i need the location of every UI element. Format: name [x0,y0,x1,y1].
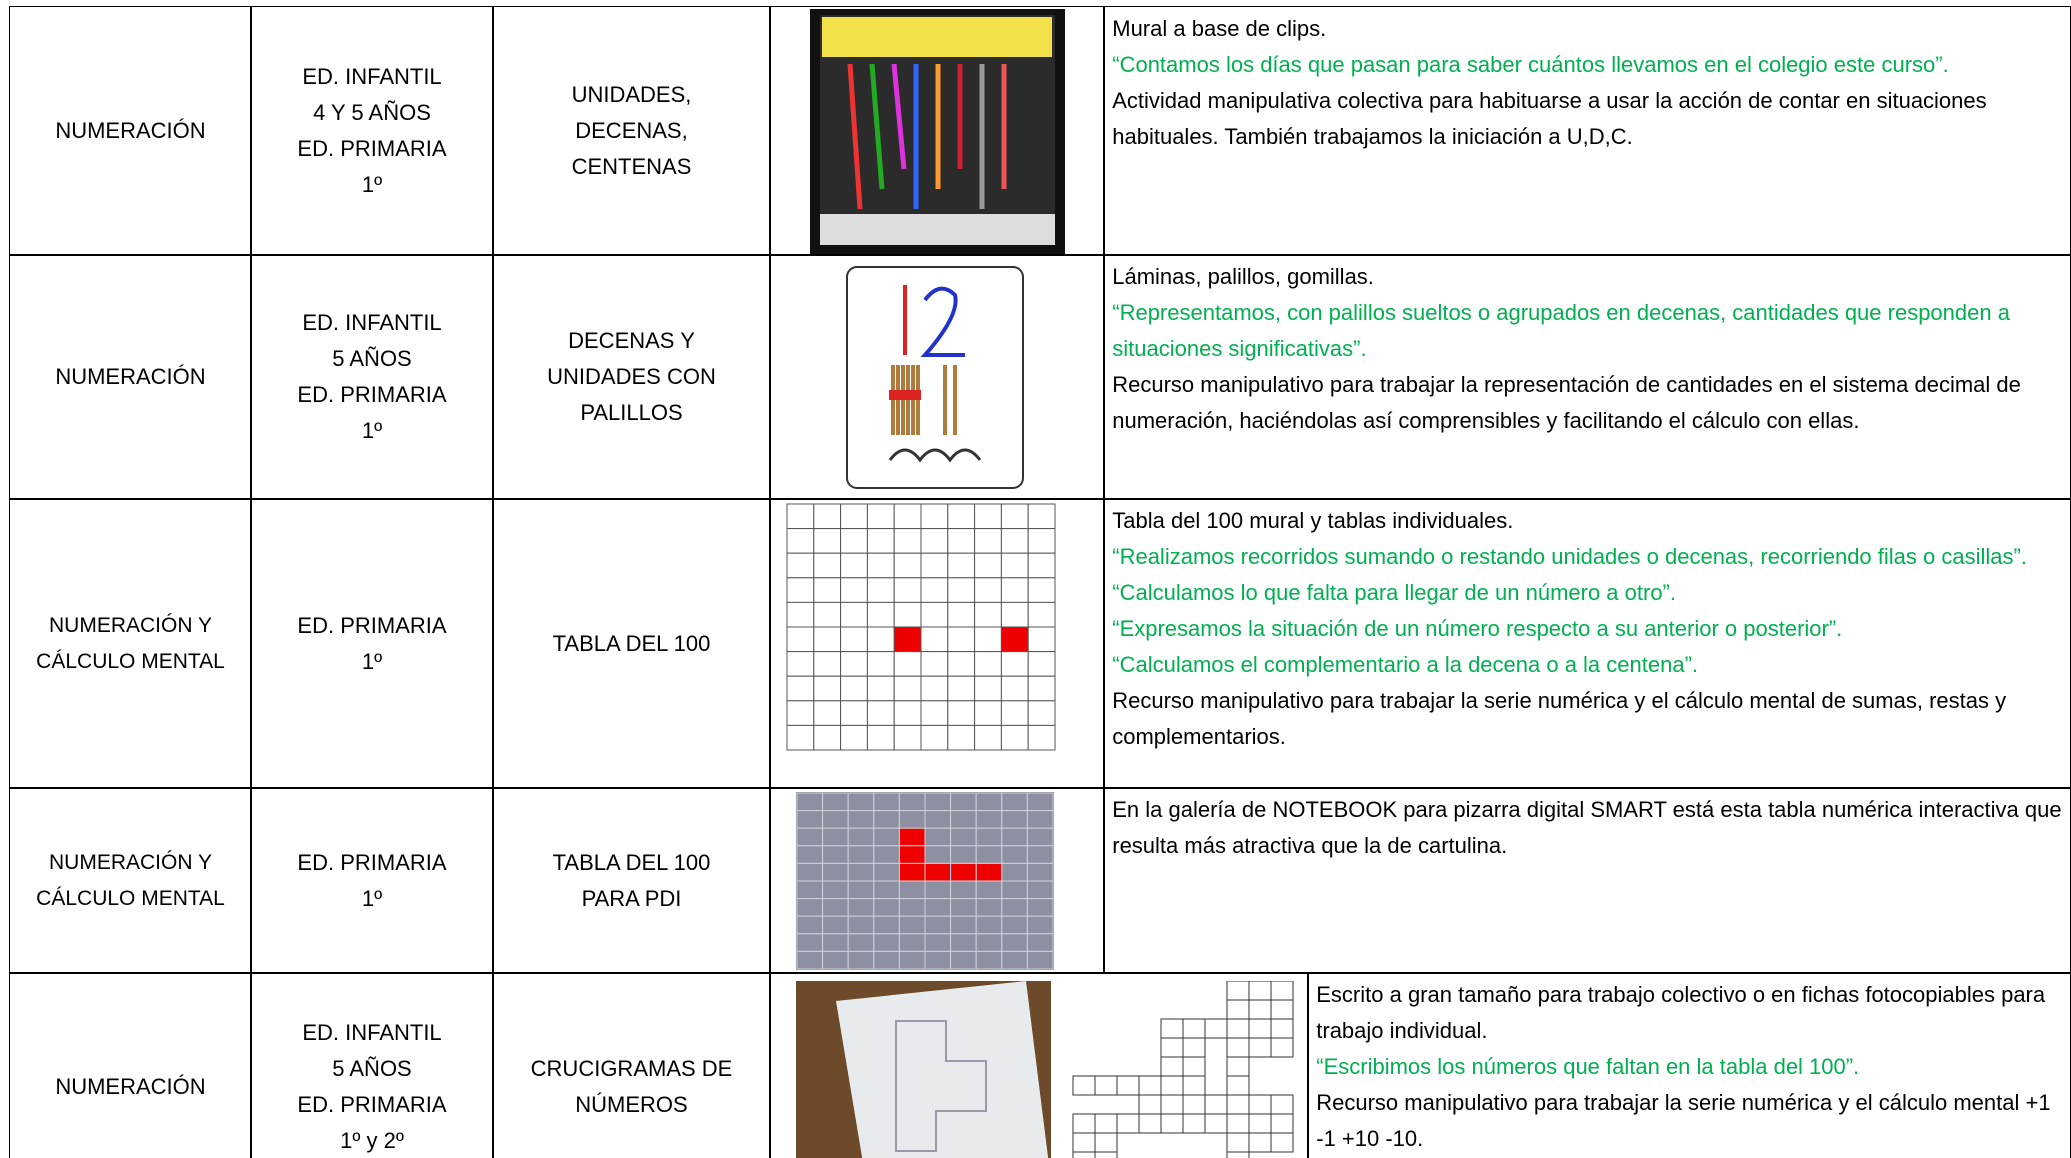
image-cell [769,787,1105,974]
cell-line: TABLA DEL 100 [552,630,711,656]
image-cell [769,254,1105,500]
topic-cell: NUMERACIÓN [9,254,252,500]
description-text: Actividad manipulativa colectiva para ha… [1112,88,1987,150]
description-cell: En la galería de NOTEBOOK para pizarra d… [1103,787,2071,974]
cell-line: DECENAS Y [568,328,695,353]
description-text: “Expresamos la situación de un número re… [1112,616,1843,642]
cell-line: CÁLCULO MENTAL [36,649,225,673]
level-cell: ED. PRIMARIA 1º [250,787,494,974]
picture [810,9,1066,255]
content-cell: CRUCIGRAMAS DE NÚMEROS [492,972,771,1158]
description-text: Recurso manipulativo para trabajar la se… [1112,688,2007,750]
level-cell: ED. PRIMARIA 1º [250,498,494,789]
content-cell: TABLA DEL 100 PARA PDI [492,787,771,974]
cell-line: 1º y 2º [340,1127,404,1153]
picture [786,503,1056,751]
cell-line: TABLA DEL 100 [552,849,711,875]
cell-line: ED. PRIMARIA [297,612,447,638]
cell-line: ED. PRIMARIA [297,382,447,407]
picture [796,981,1294,1158]
description-text: “Representamos, con palillos sueltos o a… [1112,300,2010,362]
description-text: Escrito a gran tamaño para trabajo colec… [1316,982,2046,1044]
content-cell: UNIDADES, DECENAS, CENTENAS [492,6,771,256]
level-cell: ED. INFANTIL 5 AÑOS ED. PRIMARIA 1º [250,254,494,500]
cell-line: CÁLCULO MENTAL [36,886,225,910]
description-cell: Láminas, palillos, gomillas. “Representam… [1103,254,2071,500]
cell-line: CRUCIGRAMAS DE [530,1055,733,1081]
cell-line: NUMERACIÓN [55,118,206,143]
cell-line: ED. PRIMARIA [297,1091,447,1117]
cell-line: 1º [361,648,383,674]
cell-line: NUMERACIÓN [55,364,206,389]
cell-line: NUMERACIÓN Y [49,850,212,874]
description-text: En la galería de NOTEBOOK para pizarra d… [1112,797,2062,859]
image-cell [769,6,1105,256]
cell-line: ED. PRIMARIA [297,849,447,875]
cell-line: ED. INFANTIL [302,310,442,335]
cell-line: PALILLOS [580,400,683,425]
description-text: “Realizamos recorridos sumando o restand… [1112,544,2027,570]
image-cell [769,498,1105,789]
description-text: Recurso manipulativo para trabajar la re… [1112,372,2021,434]
cell-line: NÚMEROS [575,1091,688,1117]
description-text: “Escribimos los números que faltan en la… [1316,1054,1860,1080]
description-text: Láminas, palillos, gomillas. [1112,264,1374,290]
cell-line: UNIDADES CON [547,364,716,389]
description-text: “Calculamos lo que falta para llegar de … [1112,580,1676,606]
cell-line: CENTENAS [571,154,692,179]
description-text: “Contamos los días que pasan para saber … [1112,52,1949,78]
topic-cell: NUMERACIÓN Y CÁLCULO MENTAL [9,498,252,789]
level-cell: ED. INFANTIL 4 Y 5 AÑOS ED. PRIMARIA 1º [250,6,494,256]
cell-line: 5 AÑOS [332,346,412,371]
description-text: Tabla del 100 mural y tablas individuale… [1112,508,1514,534]
description-cell: Tabla del 100 mural y tablas individuale… [1103,498,2071,789]
description-cell: Escrito a gran tamaño para trabajo colec… [1307,972,2071,1158]
cell-line: 1º [361,172,383,197]
description-cell: Mural a base de clips. “Contamos los días… [1103,6,2071,256]
cell-line: UNIDADES, [571,82,692,107]
content-cell: TABLA DEL 100 [492,498,771,789]
cell-line: ED. INFANTIL [302,64,442,89]
description-text: “Calculamos el complementario a la decen… [1112,652,1699,678]
cell-line: 4 Y 5 AÑOS [313,100,431,125]
picture [796,792,1055,971]
topic-cell: NUMERACIÓN [9,972,252,1158]
cell-line: ED. INFANTIL [302,1019,442,1045]
cell-line: NUMERACIÓN [55,1073,206,1099]
description-text: Mural a base de clips. [1112,16,1327,42]
topic-cell: NUMERACIÓN Y CÁLCULO MENTAL [9,787,252,974]
picture [846,266,1025,490]
cell-line: 1º [361,885,383,911]
cell-line: ED. PRIMARIA [297,136,447,161]
cell-line: DECENAS, [575,118,688,143]
cell-line: NUMERACIÓN Y [49,613,212,637]
cell-line: 1º [361,418,383,443]
topic-cell: NUMERACIÓN [9,6,252,256]
content-cell: DECENAS Y UNIDADES CON PALILLOS [492,254,771,500]
level-cell: ED. INFANTIL 5 AÑOS ED. PRIMARIA 1º y 2º [250,972,494,1158]
cell-line: 5 AÑOS [332,1055,412,1081]
cell-line: PARA PDI [581,885,682,911]
image-cell [769,972,1309,1158]
description-text: Recurso manipulativo para trabajar la se… [1316,1090,2051,1152]
